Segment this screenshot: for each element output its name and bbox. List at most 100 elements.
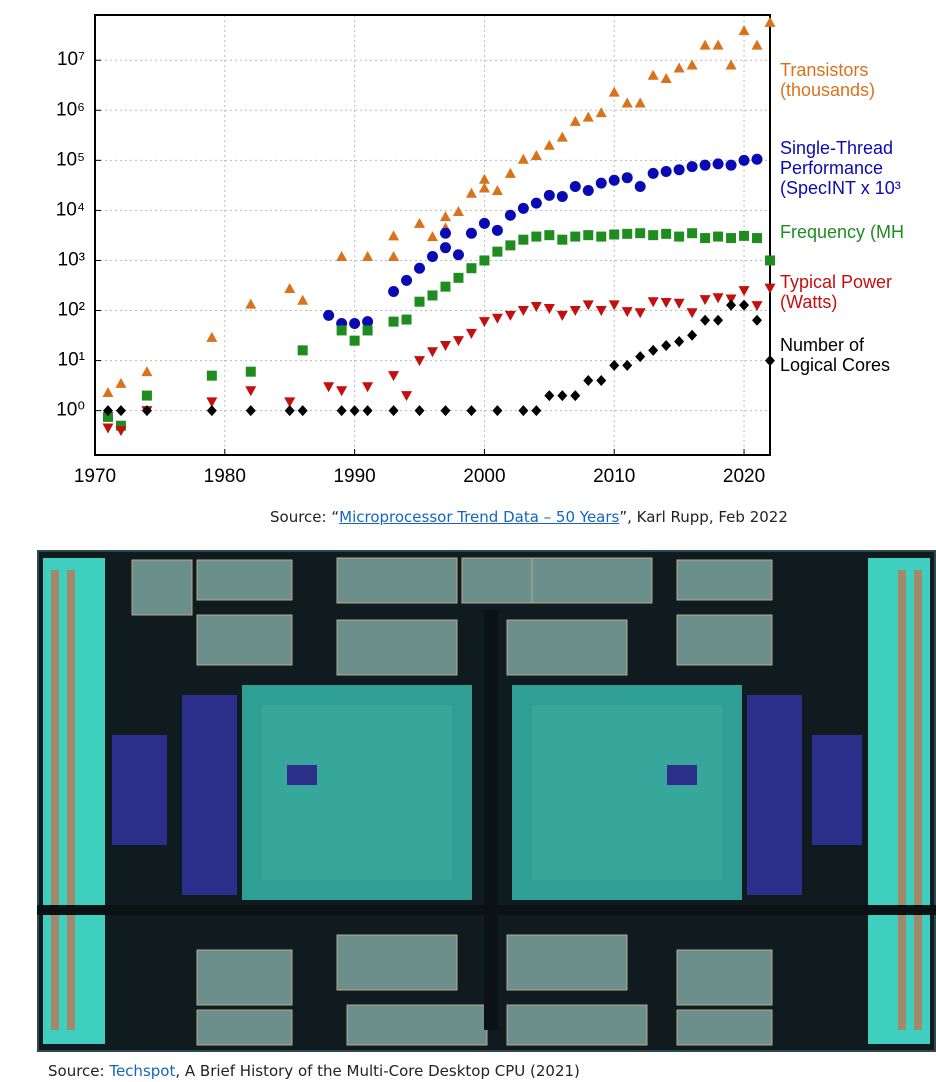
data-point [609, 359, 620, 371]
data-point [699, 39, 711, 50]
legend-entry: Number of Logical Cores [780, 335, 891, 375]
data-point [478, 317, 490, 328]
data-point [466, 263, 477, 274]
data-point [647, 69, 659, 80]
x-tick-label: 1980 [204, 466, 246, 487]
data-point [673, 164, 685, 176]
y-tick-label: 10⁵ [56, 149, 85, 170]
data-point [388, 230, 400, 241]
y-tick-label: 10¹ [58, 350, 85, 371]
data-point [401, 274, 413, 286]
data-point [245, 366, 256, 377]
data-point [362, 382, 374, 393]
data-point [713, 231, 724, 242]
data-point [141, 390, 152, 401]
data-point [517, 153, 529, 164]
x-tick-label: 2000 [463, 466, 505, 487]
data-point [608, 174, 620, 186]
data-point [738, 25, 750, 36]
data-point [102, 423, 114, 434]
data-point [739, 299, 750, 311]
data-point [323, 382, 335, 393]
data-point [465, 187, 477, 198]
data-point [478, 182, 490, 193]
data-point [700, 233, 711, 244]
data-point [531, 231, 542, 242]
y-tick-label: 10³ [58, 249, 85, 270]
data-point [478, 217, 490, 229]
data-point [504, 209, 516, 221]
data-point [687, 329, 698, 341]
data-point [491, 313, 503, 324]
data-point [388, 316, 399, 327]
data-point [582, 111, 594, 122]
data-point [297, 294, 309, 305]
data-point [439, 227, 451, 239]
data-point [660, 73, 672, 84]
data-point [569, 306, 581, 317]
data-point [674, 336, 685, 348]
data-point [608, 300, 620, 311]
data-point [647, 297, 659, 308]
data-point [739, 230, 750, 241]
y-tick-label: 10⁴ [56, 199, 85, 220]
legend-entry: Single-Thread Performance (SpecINT x 10³ [780, 138, 901, 198]
data-point [687, 228, 698, 239]
data-point [115, 377, 127, 388]
source-link[interactable]: Techspot [109, 1062, 176, 1080]
data-point [478, 173, 490, 184]
data-point [452, 206, 464, 217]
data-point [388, 250, 400, 261]
data-point [556, 131, 568, 142]
data-point [648, 344, 659, 356]
data-point [725, 294, 737, 305]
data-point [427, 347, 438, 358]
y-tick-label: 10² [58, 300, 85, 321]
data-point [764, 283, 776, 294]
data-point [752, 314, 763, 326]
data-point [349, 405, 360, 417]
data-point [674, 231, 685, 242]
caption: Source: “Microprocessor Trend Data – 50 … [270, 508, 788, 526]
data-point [570, 231, 581, 242]
data-point [349, 335, 360, 346]
data-point [439, 211, 451, 222]
data-point [505, 240, 516, 251]
data-point [427, 231, 438, 242]
data-point [686, 308, 698, 319]
data-point [660, 165, 672, 177]
y-tick-label: 10⁶ [56, 99, 85, 120]
data-point [414, 296, 425, 307]
data-point [492, 405, 503, 417]
data-point [751, 39, 763, 50]
data-point [596, 231, 607, 242]
data-point [115, 405, 126, 417]
data-point [582, 300, 594, 311]
caption-text: Source: “ [270, 508, 340, 526]
caption: Source: Techspot, A Brief History of the… [48, 1062, 580, 1080]
data-point [699, 159, 711, 171]
data-point [660, 297, 672, 308]
data-point [465, 227, 477, 239]
data-point [765, 255, 775, 266]
data-point [439, 242, 451, 254]
data-point [323, 309, 335, 321]
data-point [595, 306, 607, 317]
y-tick-label: 10⁷ [57, 49, 85, 70]
data-point [725, 159, 737, 171]
data-point [751, 153, 763, 165]
data-point [491, 224, 503, 236]
data-point [141, 405, 152, 417]
data-point [712, 158, 724, 170]
data-point [556, 190, 568, 202]
caption-text: Source: [48, 1062, 110, 1080]
data-point [362, 325, 373, 336]
data-point [557, 390, 568, 402]
data-point [466, 405, 477, 417]
legend-entry: Frequency (MH [780, 222, 905, 242]
x-tick-label: 1970 [74, 466, 116, 487]
data-point [543, 189, 555, 201]
data-point [336, 250, 348, 261]
data-point [465, 328, 477, 339]
source-link[interactable]: Microprocessor Trend Data – 50 Years [339, 508, 620, 526]
